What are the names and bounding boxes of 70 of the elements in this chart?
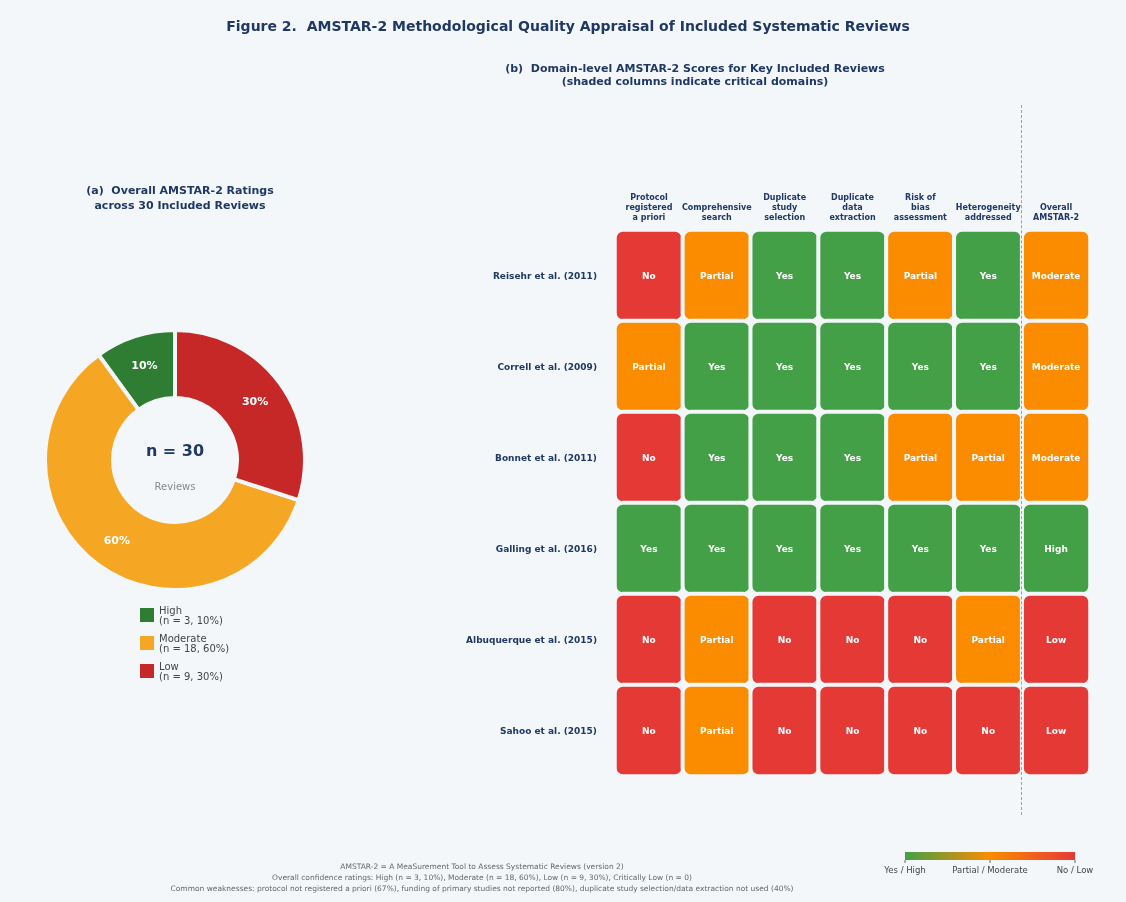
data-label: Partial bbox=[903, 452, 938, 463]
data-label: Yes bbox=[842, 543, 862, 554]
data-label: Yes bbox=[910, 543, 929, 554]
data-label: No bbox=[913, 725, 928, 736]
legend-label: High (n = 3, 10%) bbox=[159, 604, 223, 626]
data-label: Yes bbox=[707, 452, 726, 463]
data-label: Yes bbox=[842, 361, 862, 372]
chart-title: (b) Domain-level AMSTAR-2 Scores for Key Included Reviews bbox=[505, 62, 886, 75]
data-label: No bbox=[845, 725, 860, 736]
chart-subtitle: (shaded columns indicate critical domains) bbox=[561, 75, 829, 88]
data-label: Partial bbox=[971, 634, 1005, 645]
y-tick-label: Correll et al. (2009) bbox=[497, 361, 597, 372]
data-label: Moderate bbox=[1031, 361, 1081, 372]
data-label: 30% bbox=[241, 395, 269, 409]
y-tick-label: Galling et al. (2016) bbox=[495, 543, 597, 554]
x-tick-label: Duplicate study selection bbox=[763, 192, 807, 222]
data-label: No bbox=[913, 634, 928, 645]
legend-label: Moderate (n = 18, 60%) bbox=[159, 632, 230, 654]
data-label: Moderate bbox=[1031, 270, 1081, 281]
data-label: High bbox=[1044, 543, 1068, 554]
data-label: Partial bbox=[700, 725, 734, 736]
x-tick-label: Comprehensive search bbox=[681, 202, 753, 222]
data-label: Yes bbox=[978, 543, 997, 554]
data-label: Yes bbox=[775, 361, 794, 372]
data-label: Yes bbox=[707, 361, 726, 372]
legend-label: Low (n = 9, 30%) bbox=[159, 660, 223, 682]
data-label: Yes bbox=[775, 543, 794, 554]
data-label: Yes bbox=[775, 270, 794, 281]
data-label: Partial bbox=[700, 270, 734, 281]
text: Reviews bbox=[154, 480, 196, 492]
data-label: Yes bbox=[639, 543, 658, 554]
data-label: Yes bbox=[842, 270, 862, 281]
data-label: No bbox=[981, 725, 996, 736]
y-tick-label: Bonnet et al. (2011) bbox=[495, 452, 597, 463]
data-label: No bbox=[845, 634, 860, 645]
x-tick-label: Overall AMSTAR-2 bbox=[1033, 202, 1080, 222]
data-label: Yes bbox=[978, 361, 997, 372]
x-tick-label: Duplicate data extraction bbox=[829, 192, 876, 222]
data-label: Yes bbox=[775, 452, 794, 463]
data-label: Low bbox=[1045, 634, 1067, 645]
x-tick-label: Heterogeneity addressed bbox=[955, 202, 1022, 222]
data-label: Moderate bbox=[1031, 452, 1081, 463]
y-tick-label: Reisehr et al. (2011) bbox=[492, 270, 597, 281]
color-bar-label: No / Low bbox=[1056, 864, 1094, 875]
color-bar-label: Partial / Moderate bbox=[952, 864, 1028, 875]
text: Figure 2. AMSTAR-2 Methodological Quality Appraisal of Included Systematic Reviews bbox=[226, 18, 910, 34]
color-bar-label: Yes / High bbox=[883, 864, 926, 875]
data-label: Partial bbox=[700, 634, 734, 645]
data-label: 10% bbox=[131, 359, 158, 373]
x-tick-label: Protocol registered a priori bbox=[625, 192, 673, 222]
data-label: No bbox=[642, 452, 656, 463]
data-label: Partial bbox=[971, 452, 1005, 463]
data-label: No bbox=[642, 270, 656, 281]
data-label: Low bbox=[1045, 725, 1067, 736]
chart-subtitle: (a) Overall AMSTAR-2 Ratings across 30 Included Reviews bbox=[86, 184, 275, 212]
data-label: Yes bbox=[978, 270, 997, 281]
y-tick-label: Sahoo et al. (2015) bbox=[500, 725, 597, 736]
data-label: Yes bbox=[707, 543, 726, 554]
data-label: Partial bbox=[903, 270, 938, 281]
data-label: No bbox=[777, 725, 792, 736]
y-tick-label: Albuquerque et al. (2015) bbox=[466, 634, 597, 645]
data-label: Yes bbox=[842, 452, 862, 463]
data-label: No bbox=[642, 725, 656, 736]
data-label: No bbox=[777, 634, 792, 645]
data-label: Yes bbox=[910, 361, 929, 372]
data-label: No bbox=[642, 634, 656, 645]
data-label: 60% bbox=[103, 533, 130, 547]
text: n = 30 bbox=[145, 440, 205, 460]
data-label: Partial bbox=[632, 361, 666, 372]
x-tick-label: Risk of bias assessment bbox=[893, 192, 948, 222]
